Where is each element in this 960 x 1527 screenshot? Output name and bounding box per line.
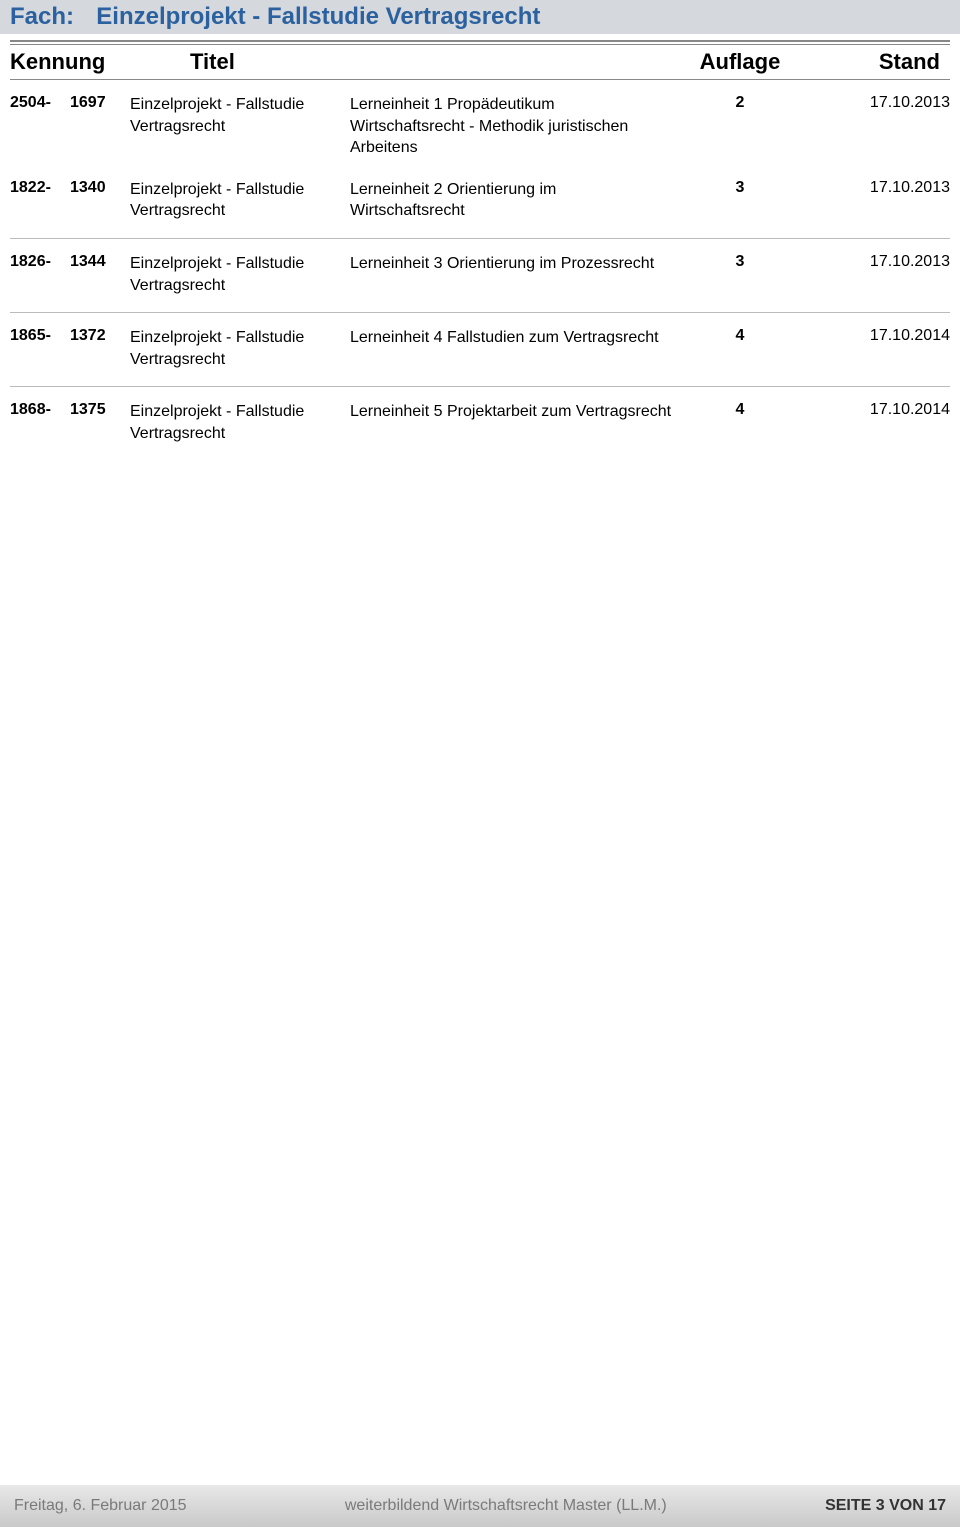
cell-kennung-b: 1340 [70, 179, 130, 222]
table-row: 2504-1697Einzelprojekt - Fallstudie Vert… [0, 80, 960, 165]
table-row: 1822-1340Einzelprojekt - Fallstudie Vert… [0, 165, 960, 228]
cell-stand: 17.10.2013 [800, 94, 950, 159]
cell-titel: Lerneinheit 4 Fallstudien zum Vertragsre… [350, 327, 680, 370]
cell-kennung-a: 2504- [10, 94, 70, 159]
cell-stand: 17.10.2013 [800, 179, 950, 222]
cell-auflage: 4 [680, 401, 800, 444]
table-row: 1868-1375Einzelprojekt - Fallstudie Vert… [0, 387, 960, 450]
double-rule [10, 40, 950, 45]
cell-name: Einzelprojekt - Fallstudie Vertragsrecht [130, 253, 350, 296]
table-body: 2504-1697Einzelprojekt - Fallstudie Vert… [0, 80, 960, 451]
subject-title: Einzelprojekt - Fallstudie Vertragsrecht [96, 3, 540, 30]
cell-stand: 17.10.2014 [800, 327, 950, 370]
cell-auflage: 4 [680, 327, 800, 370]
header-stand: Stand [800, 49, 940, 75]
cell-kennung-a: 1868- [10, 401, 70, 444]
cell-name: Einzelprojekt - Fallstudie Vertragsrecht [130, 179, 350, 222]
cell-kennung-b: 1697 [70, 94, 130, 159]
cell-stand: 17.10.2013 [800, 253, 950, 296]
footer-middle: weiterbildend Wirtschaftsrecht Master (L… [187, 1497, 826, 1515]
table-row: 1826-1344Einzelprojekt - Fallstudie Vert… [0, 239, 960, 302]
header-titel: Titel [190, 49, 680, 75]
cell-name: Einzelprojekt - Fallstudie Vertragsrecht [130, 327, 350, 370]
cell-kennung-a: 1822- [10, 179, 70, 222]
subject-band: Fach: Einzelprojekt - Fallstudie Vertrag… [0, 0, 960, 34]
table-row: 1865-1372Einzelprojekt - Fallstudie Vert… [0, 313, 960, 376]
cell-kennung-b: 1375 [70, 401, 130, 444]
cell-stand: 17.10.2014 [800, 401, 950, 444]
footer-page: SEITE 3 VON 17 [825, 1497, 946, 1515]
header-kennung: Kennung [10, 49, 190, 75]
subject-prefix: Fach: [10, 3, 74, 30]
cell-kennung-b: 1344 [70, 253, 130, 296]
cell-kennung-a: 1826- [10, 253, 70, 296]
footer-date: Freitag, 6. Februar 2015 [14, 1497, 187, 1515]
header-auflage: Auflage [680, 49, 800, 75]
page-footer: Freitag, 6. Februar 2015 weiterbildend W… [0, 1485, 960, 1527]
cell-titel: Lerneinheit 2 Orientierung im Wirtschaft… [350, 179, 680, 222]
cell-titel: Lerneinheit 5 Projektarbeit zum Vertrags… [350, 401, 680, 444]
cell-titel: Lerneinheit 1 Propädeutikum Wirtschaftsr… [350, 94, 680, 159]
cell-auflage: 2 [680, 94, 800, 159]
cell-name: Einzelprojekt - Fallstudie Vertragsrecht [130, 94, 350, 159]
cell-kennung-a: 1865- [10, 327, 70, 370]
cell-auflage: 3 [680, 253, 800, 296]
table-header: Kennung Titel Auflage Stand [0, 49, 960, 75]
cell-kennung-b: 1372 [70, 327, 130, 370]
cell-titel: Lerneinheit 3 Orientierung im Prozessrec… [350, 253, 680, 296]
cell-auflage: 3 [680, 179, 800, 222]
cell-name: Einzelprojekt - Fallstudie Vertragsrecht [130, 401, 350, 444]
